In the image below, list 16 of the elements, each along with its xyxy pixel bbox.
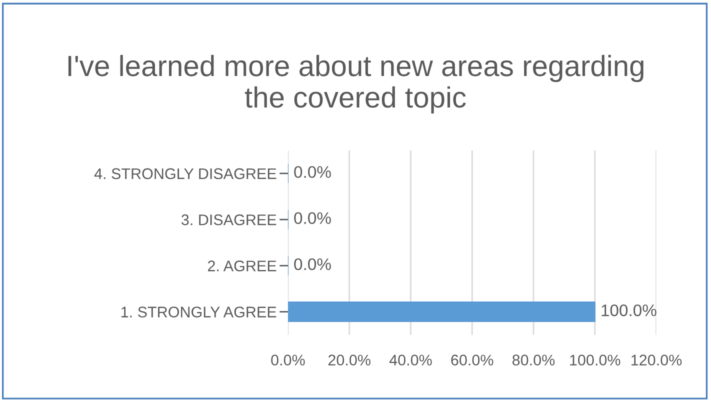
x-tick-label: 20.0%	[328, 354, 370, 366]
data-label: 0.0%	[294, 258, 331, 270]
y-tick-label: 2. AGREE	[208, 260, 276, 272]
chart-title: I've learned more about new areas regarding the covered topic	[68, 54, 644, 114]
y-tick-label: 3. DISAGREE	[181, 214, 276, 226]
y-tick-label: 1. STRONGLY AGREE	[121, 306, 276, 318]
x-tick-label: 0.0%	[271, 354, 305, 366]
data-label: 0.0%	[294, 166, 331, 178]
data-label: 0.0%	[294, 212, 331, 224]
x-tick-label: 100.0%	[570, 354, 620, 366]
x-tick-label: 80.0%	[512, 354, 555, 366]
x-tick-label: 40.0%	[389, 354, 432, 366]
data-label: 100.0%	[602, 304, 656, 316]
x-tick-label: 60.0%	[451, 354, 494, 366]
y-tick-label: 4. STRONGLY DISAGREE	[94, 168, 276, 180]
x-tick-label: 120.0%	[632, 354, 682, 366]
